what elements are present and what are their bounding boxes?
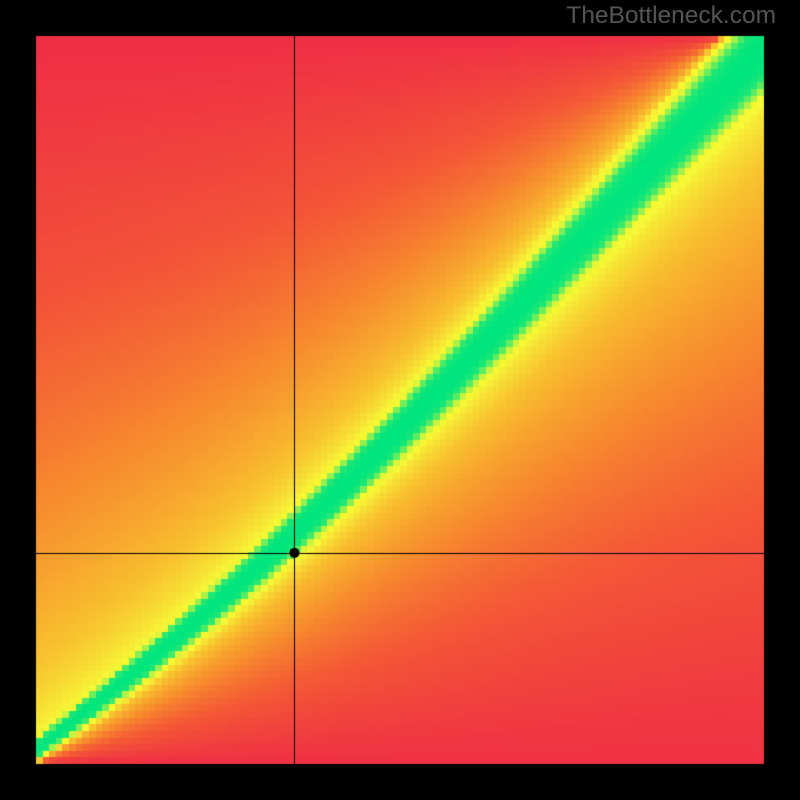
watermark-text: TheBottleneck.com bbox=[566, 2, 776, 30]
chart-container: TheBottleneck.com bbox=[0, 0, 800, 800]
heatmap-canvas bbox=[0, 0, 800, 800]
